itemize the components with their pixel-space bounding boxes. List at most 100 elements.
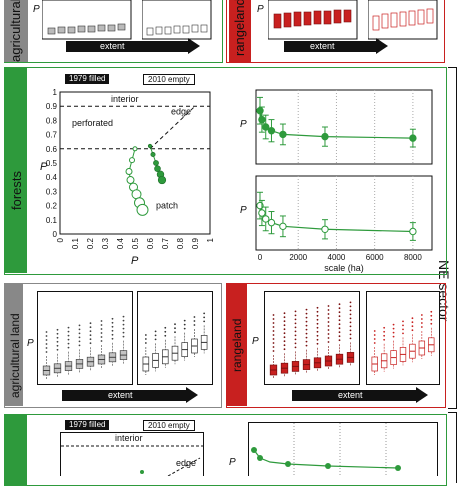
boxplot-outlier bbox=[392, 335, 395, 338]
boxplot-outlier bbox=[174, 327, 176, 330]
forests-panel bbox=[4, 67, 447, 275]
boxplot-outlier bbox=[305, 316, 308, 319]
boxplot-outlier bbox=[305, 328, 308, 331]
boxplot-outlier bbox=[402, 324, 404, 327]
boxplot-outlier bbox=[327, 317, 330, 319]
forests-label: forests bbox=[9, 170, 24, 210]
boxplot-outlier bbox=[316, 314, 319, 317]
y-tick: 0.9 bbox=[46, 102, 58, 111]
boxplot-outlier bbox=[122, 323, 125, 326]
point-1979 bbox=[157, 175, 167, 185]
boxplot-outlier bbox=[111, 329, 114, 332]
boxplot-outlier bbox=[45, 347, 48, 349]
boxplot-outlier bbox=[411, 317, 414, 320]
point-2010 bbox=[125, 168, 133, 176]
boxplot-outlier bbox=[56, 328, 59, 331]
boxplot-outlier bbox=[373, 338, 376, 340]
boxplot-outlier bbox=[272, 334, 275, 336]
boxplot-outlier bbox=[89, 334, 92, 337]
top-strip: agricultural P extent rangeland P bbox=[0, 0, 474, 64]
boxplot-outlier bbox=[78, 324, 81, 327]
boxplot-outlier bbox=[316, 322, 319, 325]
triangle-frame bbox=[59, 91, 211, 235]
boxplot-outlier bbox=[272, 330, 275, 332]
x-tick: 0.2 bbox=[86, 237, 95, 249]
boxplot-outlier bbox=[122, 319, 125, 322]
rangeland-panel bbox=[226, 283, 446, 408]
boxplot-outlier bbox=[327, 325, 330, 327]
scale-frame bbox=[255, 89, 433, 165]
boxplot-outlier bbox=[100, 328, 103, 330]
boxplot-outlier bbox=[78, 336, 81, 339]
boxplot-outlier bbox=[111, 317, 114, 320]
boxplot-outlier bbox=[327, 313, 330, 315]
boxplot-outlier bbox=[305, 308, 308, 311]
y-tick: 0.5 bbox=[46, 159, 58, 168]
boxplot-frame bbox=[264, 291, 360, 385]
boxplot-outlier bbox=[45, 335, 48, 337]
top-right-color-bar bbox=[229, 0, 251, 62]
x-tick: 0 bbox=[56, 237, 65, 242]
boxplot-outlier bbox=[174, 331, 176, 334]
point-2010 bbox=[136, 203, 149, 216]
boxplot-outlier bbox=[316, 306, 319, 309]
scale-xlabel: scale (ha) bbox=[324, 263, 364, 273]
boxplot-outlier bbox=[383, 326, 386, 329]
x-tick: 0.9 bbox=[191, 237, 200, 249]
boxplot-outlier bbox=[45, 343, 48, 345]
point-1979 bbox=[153, 160, 159, 166]
boxplot-outlier bbox=[272, 350, 275, 352]
boxplot-outlier bbox=[316, 342, 319, 345]
agricultural-boxplots-1979 bbox=[37, 291, 133, 385]
boxplot-outlier bbox=[338, 303, 341, 306]
boxplot-outlier bbox=[272, 338, 275, 340]
triangle-ylabel: P bbox=[40, 161, 48, 173]
scale-point bbox=[258, 115, 266, 124]
boxplot-outlier bbox=[89, 326, 92, 329]
boxplot-outlier bbox=[420, 326, 423, 328]
boxplot-outlier bbox=[349, 313, 352, 316]
region-perforated: perforated bbox=[72, 118, 113, 128]
boxplot-outlier bbox=[430, 314, 433, 317]
boxplot-outlier bbox=[67, 346, 70, 349]
boxplot-outlier bbox=[283, 336, 286, 339]
boxplot-outlier bbox=[100, 336, 103, 338]
boxplot-outlier bbox=[122, 315, 125, 318]
scale-point bbox=[279, 130, 287, 139]
top-left-extent-arrow bbox=[66, 41, 188, 52]
boxplot-outlier bbox=[111, 337, 114, 340]
scale-point bbox=[321, 132, 329, 141]
boxplot-outlier bbox=[67, 342, 70, 345]
boxplot-outlier bbox=[327, 305, 330, 307]
boxplot-outlier bbox=[327, 321, 330, 323]
boxplot-outlier bbox=[67, 334, 70, 337]
boxplot-outlier bbox=[154, 330, 157, 333]
boxplot-outlier bbox=[305, 336, 308, 339]
boxplot-outlier bbox=[272, 318, 275, 320]
boxplot-outlier bbox=[283, 328, 286, 331]
boxplot-outlier bbox=[430, 318, 433, 321]
boxplot-outlier bbox=[78, 328, 81, 331]
scale-ylabel: P bbox=[240, 205, 247, 216]
rangeland-boxplots-2010 bbox=[366, 291, 440, 385]
boxplot-outlier bbox=[56, 332, 59, 335]
boxplot-outlier bbox=[272, 322, 275, 324]
agricultural-boxplots-2010 bbox=[137, 291, 213, 385]
boxplot-outlier bbox=[164, 326, 167, 329]
boxplot-outlier bbox=[420, 318, 423, 320]
boxplot-outlier bbox=[327, 333, 330, 335]
boxplot-outlier bbox=[78, 344, 81, 347]
scale-plot-1979: P bbox=[240, 89, 433, 165]
x-tick: 0.4 bbox=[116, 237, 125, 249]
scale-x-tick: 2000 bbox=[289, 253, 307, 262]
y-tick: 0.4 bbox=[46, 173, 58, 182]
agricultural-panel bbox=[4, 283, 222, 408]
boxplot-outlier bbox=[349, 329, 352, 332]
boxplot-outlier bbox=[56, 348, 59, 351]
y-tick: 0.7 bbox=[46, 131, 58, 140]
x-tick: 0.1 bbox=[71, 237, 80, 249]
boxplot-outlier bbox=[402, 320, 404, 323]
boxplot-outlier bbox=[383, 334, 386, 337]
boxplot-outlier bbox=[89, 322, 92, 325]
top-left-extent-arrowhead bbox=[188, 38, 200, 54]
